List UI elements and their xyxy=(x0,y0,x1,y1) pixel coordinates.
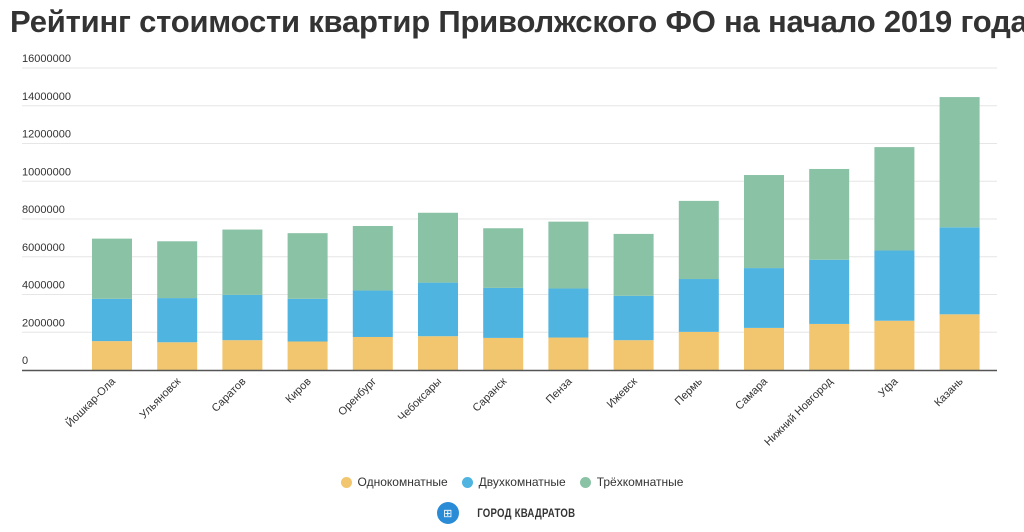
x-tick-label: Саратов xyxy=(210,376,249,415)
x-tick-label: Оренбург xyxy=(336,376,379,419)
bar-segment-1[interactable] xyxy=(352,336,393,370)
bar-segment-3[interactable] xyxy=(483,228,524,288)
y-tick-label: 14000000 xyxy=(22,91,71,103)
legend-swatch xyxy=(461,476,473,488)
x-tick-label: Киров xyxy=(284,376,314,406)
legend-item-two-room[interactable]: Двухкомнатные xyxy=(461,475,566,489)
bar-segment-1[interactable] xyxy=(744,327,784,370)
bar-segment-1[interactable] xyxy=(483,337,524,370)
bar-segment-3[interactable] xyxy=(287,233,328,299)
x-tick-label: Чебоксары xyxy=(396,376,444,424)
y-tick-label: 2000000 xyxy=(22,317,65,329)
x-tick-label: Ижевск xyxy=(605,376,640,411)
legend: Однокомнатные Двухкомнатные Трёхкомнатны… xyxy=(0,475,1024,489)
legend-swatch xyxy=(579,476,591,488)
bar-segment-2[interactable] xyxy=(744,268,784,328)
bar-segment-3[interactable] xyxy=(939,97,980,228)
bar-segment-2[interactable] xyxy=(613,295,654,341)
grid-squares-icon: ⊞ xyxy=(436,502,459,524)
bar-segment-1[interactable] xyxy=(678,331,719,370)
bar-segment-3[interactable] xyxy=(157,241,198,299)
x-tick-label: Саранск xyxy=(471,376,510,415)
bar-segment-3[interactable] xyxy=(222,229,263,295)
legend-swatch xyxy=(340,476,352,488)
x-tick-label: Казань xyxy=(932,375,966,409)
bar-segment-3[interactable] xyxy=(874,147,915,251)
y-tick-label: 4000000 xyxy=(22,280,65,292)
bar-segment-2[interactable] xyxy=(418,282,458,337)
bar-segment-2[interactable] xyxy=(939,227,980,315)
x-tick-label: Ульяновск xyxy=(138,376,184,422)
bar-segment-1[interactable] xyxy=(548,337,589,370)
x-tick-label: Уфа xyxy=(876,375,901,400)
bar-segment-1[interactable] xyxy=(939,314,980,370)
bar-segment-2[interactable] xyxy=(352,290,393,337)
bar-segment-2[interactable] xyxy=(483,287,524,338)
bar-segment-1[interactable] xyxy=(418,336,458,370)
x-tick-label: Пенза xyxy=(544,375,575,406)
bar-segment-1[interactable] xyxy=(222,340,263,370)
legend-label: Двухкомнатные xyxy=(478,475,566,489)
bar-segment-1[interactable] xyxy=(809,323,850,370)
bar-segment-2[interactable] xyxy=(222,294,263,341)
x-tick-label: Нижний Новгород xyxy=(762,375,835,448)
bar-segment-2[interactable] xyxy=(809,259,850,324)
x-tick-label: Самара xyxy=(733,375,770,412)
bar-segment-3[interactable] xyxy=(92,238,132,299)
chart-title: Рейтинг стоимости квартир Приволжского Ф… xyxy=(10,4,1024,39)
bar-segment-1[interactable] xyxy=(874,320,915,370)
bar-segment-3[interactable] xyxy=(613,233,654,296)
bar-segment-2[interactable] xyxy=(157,298,198,343)
bar-segment-1[interactable] xyxy=(613,340,654,370)
bar-segment-1[interactable] xyxy=(157,342,198,370)
bar-segment-2[interactable] xyxy=(92,298,132,342)
bar-segment-2[interactable] xyxy=(548,288,589,338)
y-tick-label: 10000000 xyxy=(22,166,71,178)
y-tick-label: 6000000 xyxy=(22,242,65,254)
y-tick-label: 12000000 xyxy=(22,129,71,141)
bar-segment-3[interactable] xyxy=(418,212,458,283)
y-tick-label: 0 xyxy=(22,355,28,367)
bar-segment-3[interactable] xyxy=(352,225,393,291)
bar-segment-2[interactable] xyxy=(287,298,328,342)
legend-label: Однокомнатные xyxy=(357,475,448,489)
bar-segment-2[interactable] xyxy=(678,279,719,332)
bar-segment-3[interactable] xyxy=(548,221,589,289)
bar-segment-2[interactable] xyxy=(874,250,915,321)
x-tick-label: Йошкар-Ола xyxy=(63,374,119,430)
legend-item-three-room[interactable]: Трёхкомнатные xyxy=(579,475,684,489)
y-tick-label: 16000000 xyxy=(22,53,71,65)
x-tick-label: Пермь xyxy=(673,375,705,407)
bar-segment-3[interactable] xyxy=(678,200,719,280)
bar-segment-3[interactable] xyxy=(744,175,784,269)
brand-name: ГОРОД КВАДРАТОВ xyxy=(476,506,575,520)
legend-item-one-room[interactable]: Однокомнатные xyxy=(340,475,448,489)
legend-label: Трёхкомнатные xyxy=(596,475,684,489)
y-tick-label: 8000000 xyxy=(22,204,65,216)
bar-segment-3[interactable] xyxy=(809,168,850,260)
bar-segment-1[interactable] xyxy=(287,341,328,370)
bar-segment-1[interactable] xyxy=(92,341,132,370)
brand-logo: ⊞ ГОРОД КВАДРАТОВ xyxy=(0,502,1024,524)
